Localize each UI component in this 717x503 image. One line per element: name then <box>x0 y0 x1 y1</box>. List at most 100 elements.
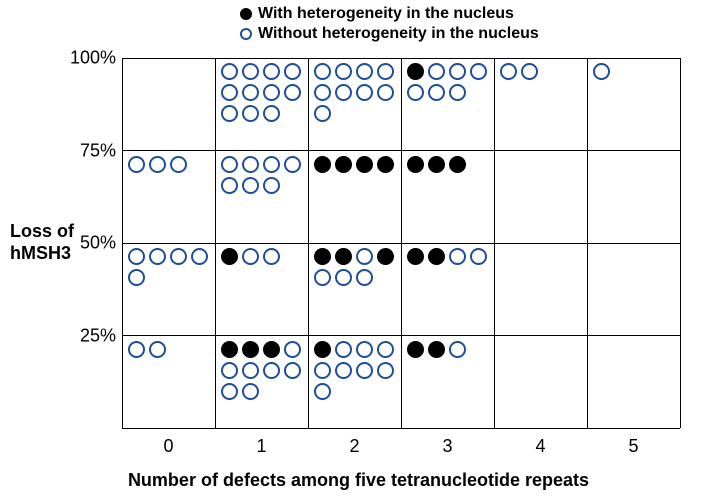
dot-hollow-icon <box>221 105 238 122</box>
dot-hollow-icon <box>428 84 445 101</box>
dot-hollow-icon <box>314 63 331 80</box>
dot-filled-icon <box>428 156 445 173</box>
dot-hollow-icon <box>242 362 259 379</box>
dot-hollow-icon <box>263 84 280 101</box>
legend: With heterogeneity in the nucleus Withou… <box>240 4 539 44</box>
dot-hollow-icon <box>356 362 373 379</box>
y-tick-label: 100% <box>66 48 116 69</box>
y-axis-label-line1: Loss of <box>10 220 74 242</box>
dot-hollow-icon <box>356 341 373 358</box>
dot-hollow-icon <box>314 269 331 286</box>
dot-hollow-icon <box>377 362 394 379</box>
dot-hollow-icon <box>221 383 238 400</box>
dot-hollow-icon <box>263 362 280 379</box>
x-tick-label: 1 <box>256 436 266 457</box>
dot-hollow-icon <box>593 63 610 80</box>
dot-hollow-icon <box>149 156 166 173</box>
dot-hollow-icon <box>242 105 259 122</box>
grid-hline <box>122 243 680 244</box>
dot-filled-icon <box>377 156 394 173</box>
dot-filled-icon <box>314 156 331 173</box>
grid-hline <box>122 58 680 59</box>
dot-hollow-icon <box>335 84 352 101</box>
dot-hollow-icon <box>335 269 352 286</box>
dot-hollow-icon <box>335 63 352 80</box>
dot-filled-icon <box>428 341 445 358</box>
dot-hollow-icon <box>356 84 373 101</box>
dot-filled-icon <box>428 248 445 265</box>
dot-filled-icon <box>221 341 238 358</box>
dot-hollow-icon <box>314 362 331 379</box>
dot-hollow-icon <box>221 156 238 173</box>
dot-filled-icon <box>407 63 424 80</box>
dot-hollow-icon <box>149 341 166 358</box>
grid-hline <box>122 150 680 151</box>
dot-filled-icon <box>314 248 331 265</box>
dot-hollow-icon <box>377 84 394 101</box>
y-axis-label: Loss of hMSH3 <box>10 220 74 264</box>
dot-hollow-icon <box>221 177 238 194</box>
dot-hollow-icon <box>377 341 394 358</box>
chart-frame: With heterogeneity in the nucleus Withou… <box>0 0 717 503</box>
dot-filled-icon <box>263 341 280 358</box>
dot-hollow-icon <box>263 156 280 173</box>
legend-marker-hollow-icon <box>240 28 252 40</box>
dot-hollow-icon <box>128 248 145 265</box>
dot-filled-icon <box>449 156 466 173</box>
x-tick-label: 4 <box>535 436 545 457</box>
dot-hollow-icon <box>242 177 259 194</box>
dot-hollow-icon <box>221 84 238 101</box>
dot-filled-icon <box>407 248 424 265</box>
y-tick-label: 50% <box>66 233 116 254</box>
dot-hollow-icon <box>449 84 466 101</box>
dot-hollow-icon <box>428 63 445 80</box>
legend-item-hollow: Without heterogeneity in the nucleus <box>240 24 539 44</box>
dot-hollow-icon <box>128 156 145 173</box>
dot-filled-icon <box>314 341 331 358</box>
y-axis-label-line2: hMSH3 <box>10 242 74 264</box>
x-tick-label: 5 <box>628 436 638 457</box>
dot-filled-icon <box>356 156 373 173</box>
dot-hollow-icon <box>170 156 187 173</box>
dot-hollow-icon <box>284 63 301 80</box>
y-tick-label: 25% <box>66 325 116 346</box>
plot-area <box>122 58 680 428</box>
dot-hollow-icon <box>191 248 208 265</box>
dot-hollow-icon <box>128 269 145 286</box>
dot-hollow-icon <box>284 156 301 173</box>
dot-filled-icon <box>335 156 352 173</box>
dot-hollow-icon <box>242 383 259 400</box>
dot-hollow-icon <box>242 248 259 265</box>
dot-hollow-icon <box>356 63 373 80</box>
x-tick-label: 0 <box>163 436 173 457</box>
dot-hollow-icon <box>284 341 301 358</box>
dot-filled-icon <box>407 156 424 173</box>
dot-hollow-icon <box>263 63 280 80</box>
dot-hollow-icon <box>263 177 280 194</box>
dot-hollow-icon <box>500 63 517 80</box>
dot-filled-icon <box>377 248 394 265</box>
dot-hollow-icon <box>284 84 301 101</box>
dot-filled-icon <box>335 248 352 265</box>
dot-hollow-icon <box>128 341 145 358</box>
legend-item-filled: With heterogeneity in the nucleus <box>240 4 539 24</box>
dot-hollow-icon <box>314 105 331 122</box>
dot-filled-icon <box>242 341 259 358</box>
dot-hollow-icon <box>449 341 466 358</box>
dot-hollow-icon <box>470 63 487 80</box>
dot-hollow-icon <box>521 63 538 80</box>
x-tick-label: 3 <box>442 436 452 457</box>
dot-hollow-icon <box>242 63 259 80</box>
dot-hollow-icon <box>242 84 259 101</box>
dot-hollow-icon <box>149 248 166 265</box>
y-tick-label: 75% <box>66 140 116 161</box>
dot-hollow-icon <box>284 362 301 379</box>
grid-hline <box>122 335 680 336</box>
dot-hollow-icon <box>263 105 280 122</box>
dot-hollow-icon <box>335 341 352 358</box>
grid-hline <box>122 428 680 429</box>
dot-hollow-icon <box>170 248 187 265</box>
dot-hollow-icon <box>356 248 373 265</box>
dot-hollow-icon <box>377 63 394 80</box>
dot-hollow-icon <box>470 248 487 265</box>
